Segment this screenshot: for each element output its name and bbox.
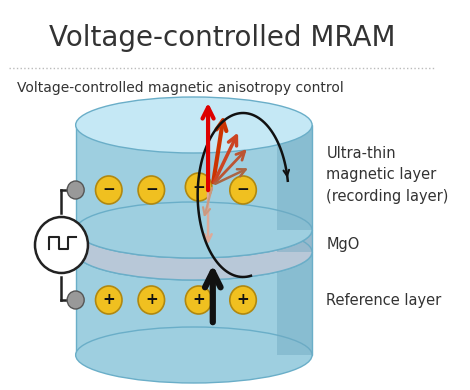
Text: −: − bbox=[237, 183, 250, 197]
Text: +: + bbox=[237, 292, 250, 307]
Circle shape bbox=[35, 217, 88, 273]
Text: +: + bbox=[192, 292, 205, 307]
Circle shape bbox=[185, 286, 212, 314]
Circle shape bbox=[230, 286, 256, 314]
Circle shape bbox=[230, 176, 256, 204]
Text: Reference layer: Reference layer bbox=[326, 292, 441, 307]
Text: −: − bbox=[102, 183, 115, 197]
Ellipse shape bbox=[76, 202, 312, 258]
Text: +: + bbox=[102, 292, 115, 307]
Circle shape bbox=[138, 176, 164, 204]
Ellipse shape bbox=[76, 224, 312, 280]
Polygon shape bbox=[76, 252, 312, 355]
Ellipse shape bbox=[76, 202, 312, 258]
Text: −: − bbox=[192, 179, 205, 195]
Ellipse shape bbox=[76, 224, 312, 280]
Circle shape bbox=[95, 286, 122, 314]
Text: MgO: MgO bbox=[326, 238, 360, 252]
Text: +: + bbox=[145, 292, 158, 307]
Text: Voltage-controlled magnetic anisotropy control: Voltage-controlled magnetic anisotropy c… bbox=[17, 81, 344, 95]
Circle shape bbox=[138, 286, 164, 314]
Ellipse shape bbox=[76, 327, 312, 383]
Text: −: − bbox=[145, 183, 158, 197]
Polygon shape bbox=[277, 230, 312, 252]
Polygon shape bbox=[277, 252, 312, 355]
Circle shape bbox=[185, 173, 212, 201]
Text: Voltage-controlled MRAM: Voltage-controlled MRAM bbox=[49, 24, 395, 52]
Circle shape bbox=[95, 176, 122, 204]
Text: Ultra-thin
magnetic layer
(recording layer): Ultra-thin magnetic layer (recording lay… bbox=[326, 147, 449, 204]
Circle shape bbox=[67, 181, 84, 199]
Polygon shape bbox=[277, 125, 312, 230]
Polygon shape bbox=[76, 125, 312, 230]
Circle shape bbox=[67, 291, 84, 309]
Ellipse shape bbox=[76, 97, 312, 153]
Polygon shape bbox=[76, 230, 312, 252]
